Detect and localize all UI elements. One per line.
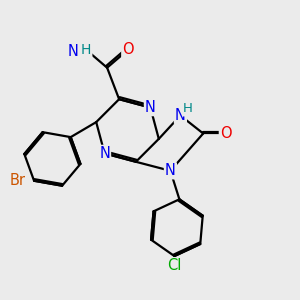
Text: O: O [220,126,232,141]
Text: O: O [122,42,134,57]
Text: N: N [165,163,176,178]
Text: Cl: Cl [167,258,182,273]
Text: N: N [99,146,110,161]
Text: N: N [175,108,186,123]
Text: N: N [68,44,79,59]
Text: H: H [183,102,193,116]
Text: N: N [145,100,156,115]
Text: Br: Br [10,173,26,188]
Text: H: H [81,43,91,57]
